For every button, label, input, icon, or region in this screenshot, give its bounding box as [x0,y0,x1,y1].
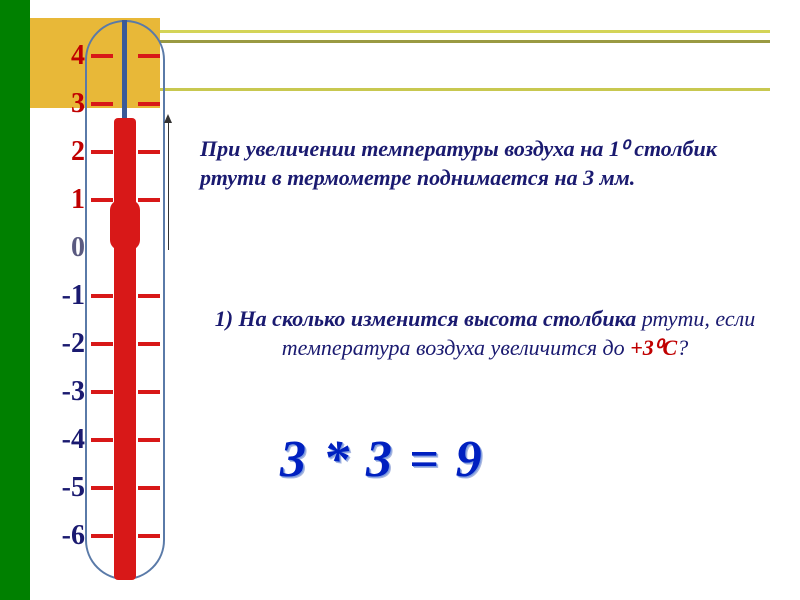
scale-tick [138,198,160,202]
scale-tick [91,198,113,202]
scale-tick [91,438,113,442]
scale-label: -2 [40,330,85,358]
scale-tick [91,54,113,58]
rise-arrow [168,120,169,250]
mercury-column [114,118,136,580]
scale-label: 2 [40,138,85,166]
scale-tick [138,486,160,490]
scale-tick [138,390,160,394]
question-bold-part: 1) На сколько изменится высота столбика [215,306,642,331]
problem-statement: При увеличении температуры воздуха на 1⁰… [200,135,760,192]
scale-tick [91,486,113,490]
scale-label: -6 [40,522,85,550]
scale-tick [91,102,113,106]
scale-tick [138,294,160,298]
scale-tick [138,102,160,106]
scale-label: -4 [40,426,85,454]
scale-tick [91,534,113,538]
scale-tick [91,342,113,346]
scale-tick [138,150,160,154]
mercury-bulb [110,200,140,250]
question-highlight: +3⁰С [630,335,677,360]
scale-label: 3 [40,90,85,118]
scale-tick [91,294,113,298]
decor-line-2 [160,40,770,43]
scale-label: -1 [40,282,85,310]
question-text: 1) На сколько изменится высота столбика … [210,305,760,362]
left-green-bar [0,0,30,600]
decor-line-3 [160,88,770,91]
answer-equation: 3 * 3 = 9 [280,430,484,489]
scale-tick [138,342,160,346]
scale-label: 1 [40,186,85,214]
decor-line-1 [160,30,770,33]
scale-label: -3 [40,378,85,406]
scale-tick [138,438,160,442]
scale-label: -5 [40,474,85,502]
scale-label: 4 [40,42,85,70]
scale-label: 0 [40,234,85,262]
scale-tick [138,534,160,538]
question-suffix: ? [677,335,688,360]
scale-tick [138,54,160,58]
scale-tick [91,390,113,394]
scale-tick [91,150,113,154]
thermometer: 4 3 2 1 0 -1 -2 -3 -4 -5 -6 [40,20,170,580]
